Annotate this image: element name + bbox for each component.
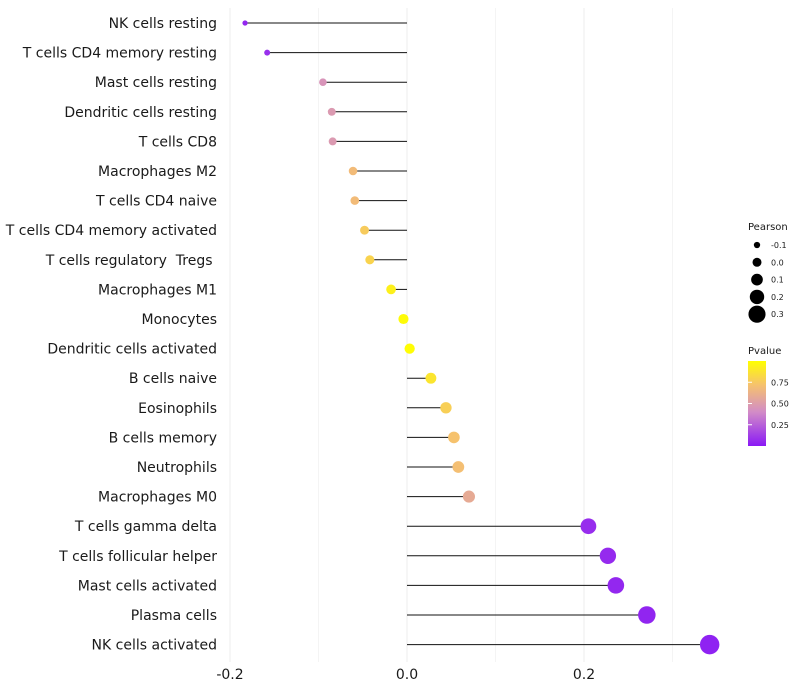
y-axis-label: T cells regulatory Tregs — [45, 253, 217, 269]
legend-pvalue-label: 0.25 — [771, 421, 789, 430]
y-axis-label: Dendritic cells activated — [47, 342, 217, 358]
legend-pearson-dot — [752, 257, 762, 267]
lollipop-point — [360, 225, 369, 235]
x-axis-tick-label: 0.0 — [396, 667, 418, 683]
lollipop-point — [242, 20, 248, 26]
lollipop-point — [638, 606, 656, 624]
lollipop-point — [398, 313, 409, 325]
y-axis-label: T cells CD4 naive — [95, 194, 217, 210]
y-axis-labels: NK cells resting T cells CD4 memory resti… — [5, 16, 217, 654]
lollipop-point — [699, 634, 720, 655]
legend-pearson: Pearson -0.1 0.0 0.1 0.2 0.3 — [748, 222, 788, 323]
legend-pearson-dot — [749, 289, 765, 305]
legend-pearson-dot — [753, 241, 761, 249]
lollipop-point — [327, 107, 336, 116]
y-axis-label: Mast cells resting — [95, 75, 217, 91]
lollipop-point — [448, 431, 460, 444]
legend-pvalue-label: 0.50 — [771, 400, 789, 409]
y-axis-label: Macrophages M0 — [98, 490, 217, 506]
lollipop-points — [242, 20, 720, 655]
y-axis-label: Monocytes — [142, 312, 217, 328]
y-axis-label: T cells follicular helper — [58, 549, 217, 565]
y-axis-label: NK cells activated — [92, 638, 217, 654]
lollipop-point — [580, 518, 597, 535]
legend-pearson-label: 0.1 — [771, 276, 784, 285]
y-axis-label: Plasma cells — [131, 608, 217, 624]
y-axis-label: Macrophages M2 — [98, 164, 217, 180]
lollipop-point — [425, 372, 437, 384]
lollipop-point — [452, 461, 465, 473]
lollipop-point — [319, 78, 327, 87]
legend-pearson-label: 0.3 — [771, 310, 784, 319]
y-axis-label: T cells CD4 memory activated — [5, 223, 217, 239]
x-axis-ticks: -0.2 0.0 0.2 — [216, 667, 595, 683]
legend-pearson-title: Pearson — [748, 222, 788, 233]
lollipop-point — [599, 547, 617, 564]
y-axis-label: NK cells resting — [109, 16, 217, 32]
y-axis-label: T cells CD8 — [138, 134, 217, 150]
legend-pearson-label: 0.0 — [771, 258, 784, 267]
legend-pvalue: Pvalue 0.75 0.50 0.25 — [748, 346, 789, 446]
lollipop-point — [607, 577, 625, 594]
lollipop-point — [348, 166, 358, 176]
y-axis-label: T cells gamma delta — [74, 519, 217, 535]
lollipop-stems — [245, 22, 710, 646]
legend-pearson-label: 0.2 — [771, 293, 784, 302]
legend-pearson-dot — [751, 273, 763, 286]
grid-lines — [229, 8, 673, 662]
pvalue-colorbar — [748, 361, 766, 446]
legend-pvalue-label: 0.75 — [771, 378, 789, 387]
x-axis-tick-label: -0.2 — [216, 667, 243, 683]
y-axis-label: Macrophages M1 — [98, 282, 217, 298]
y-axis-label: Dendritic cells resting — [64, 105, 217, 121]
legend-pearson-dot — [748, 305, 766, 323]
legend-pvalue-title: Pvalue — [748, 346, 781, 357]
lollipop-point — [386, 284, 396, 295]
y-axis-label: B cells memory — [109, 430, 217, 446]
lollipop-point — [365, 255, 375, 265]
legend-pearson-label: -0.1 — [771, 241, 787, 250]
x-axis-tick-label: 0.2 — [573, 667, 595, 683]
lollipop-point — [328, 137, 337, 146]
y-axis-label: Mast cells activated — [78, 578, 217, 594]
lollipop-point — [264, 49, 271, 56]
lollipop-point — [350, 196, 360, 205]
y-axis-label: T cells CD4 memory resting — [22, 46, 217, 62]
y-axis-label: Neutrophils — [137, 460, 217, 476]
y-axis-label: Eosinophils — [138, 401, 217, 417]
lollipop-point — [462, 490, 475, 503]
lollipop-point — [404, 343, 415, 354]
lollipop-point — [440, 402, 452, 414]
y-axis-label: B cells naive — [129, 371, 217, 387]
